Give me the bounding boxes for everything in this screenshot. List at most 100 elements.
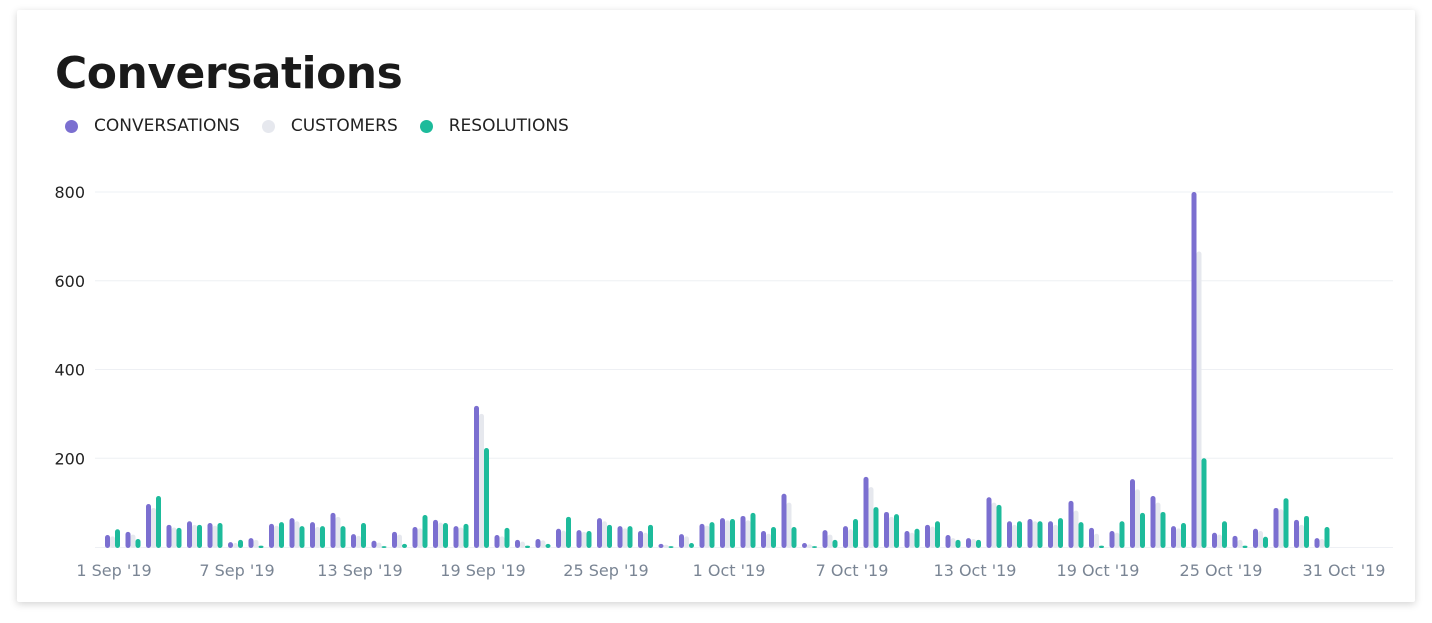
- bar-conversations: [1068, 500, 1074, 548]
- bar-resolutions: [832, 539, 838, 548]
- bar-customers: [1196, 251, 1202, 548]
- bar-conversations: [515, 539, 520, 548]
- bar-customers: [1278, 509, 1284, 548]
- bar-conversations: [925, 524, 930, 548]
- bar-resolutions: [1283, 498, 1289, 548]
- bar-resolutions: [1058, 518, 1063, 548]
- bar-customers: [827, 534, 833, 548]
- bar-resolutions: [730, 519, 735, 548]
- bar-customers: [438, 522, 443, 548]
- legend-label: CUSTOMERS: [290, 116, 398, 136]
- bar-resolutions: [1037, 521, 1043, 548]
- bar-customers: [868, 487, 874, 548]
- bar-customers: [991, 502, 997, 548]
- legend: CONVERSATIONS CUSTOMERS RESOLUTIONS: [65, 116, 569, 136]
- bar-resolutions: [545, 543, 551, 548]
- legend-item-resolutions[interactable]: RESOLUTIONS: [419, 116, 569, 136]
- bar-customers: [130, 534, 136, 548]
- bar-resolutions: [238, 539, 243, 548]
- bar-conversations: [761, 531, 766, 548]
- bar-conversations: [392, 531, 397, 548]
- bar-conversations: [269, 523, 274, 548]
- legend-item-conversations[interactable]: CONVERSATIONS: [65, 116, 240, 136]
- bar-resolutions: [1099, 545, 1104, 548]
- bar-conversations: [1273, 507, 1279, 548]
- bar-conversations: [904, 531, 910, 548]
- bar-conversations: [535, 539, 541, 548]
- bar-resolutions: [504, 527, 510, 548]
- bar-conversations: [453, 526, 459, 548]
- bar-resolutions: [1242, 545, 1248, 548]
- bar-conversations: [1027, 519, 1033, 548]
- legend-item-customers[interactable]: CUSTOMERS: [261, 116, 398, 136]
- bar-customers: [356, 535, 361, 548]
- bar-customers: [540, 540, 546, 548]
- bar-conversations: [412, 527, 418, 548]
- x-tick-label: 13 Oct '19: [934, 561, 1017, 580]
- bar-customers: [499, 536, 505, 548]
- bar-customers: [376, 542, 382, 548]
- bar-conversations: [1048, 521, 1053, 548]
- legend-label: CONVERSATIONS: [94, 116, 240, 136]
- bar-customers: [786, 502, 792, 548]
- x-tick-label: 7 Oct '19: [816, 561, 889, 580]
- bar-conversations: [617, 526, 623, 548]
- bar-conversations: [1294, 519, 1299, 548]
- bar-conversations: [105, 535, 110, 548]
- bar-customers: [930, 526, 935, 548]
- bar-conversations: [1130, 479, 1135, 548]
- bar-customers: [602, 521, 607, 548]
- bar-customers: [909, 532, 915, 548]
- bar-customers: [807, 544, 812, 548]
- bar-conversations: [1212, 532, 1217, 548]
- bar-conversations: [781, 493, 787, 548]
- bar-customers: [745, 520, 751, 548]
- bar-customers: [1094, 533, 1099, 548]
- bar-conversations: [679, 534, 684, 548]
- bar-customers: [315, 527, 320, 548]
- bar-resolutions: [853, 519, 858, 548]
- legend-dot-icon: [419, 119, 433, 133]
- bar-conversations: [863, 476, 869, 548]
- bar-resolutions: [340, 526, 346, 548]
- bar-conversations: [945, 535, 951, 548]
- bar-customers: [479, 413, 484, 548]
- bar-customers: [151, 507, 156, 548]
- bar-customers: [663, 544, 669, 548]
- bar-customers: [889, 516, 894, 548]
- bar-resolutions: [812, 546, 817, 548]
- bar-customers: [417, 528, 423, 548]
- bar-resolutions: [750, 512, 756, 548]
- bar-resolutions: [1017, 521, 1022, 548]
- bar-resolutions: [1160, 511, 1166, 548]
- bar-customers: [253, 539, 259, 548]
- bar-customers: [171, 527, 177, 548]
- bar-conversations: [884, 511, 889, 548]
- bar-customers: [950, 538, 956, 548]
- chart-title: Conversations: [55, 48, 403, 99]
- y-tick-label: 400: [54, 361, 85, 380]
- bar-conversations: [166, 524, 172, 548]
- bar-resolutions: [873, 507, 879, 548]
- bar-conversations: [1232, 535, 1238, 548]
- bar-resolutions: [1263, 536, 1268, 548]
- bar-resolutions: [156, 495, 161, 548]
- bar-resolutions: [422, 515, 428, 548]
- bar-resolutions: [955, 539, 961, 548]
- bar-customers: [1114, 532, 1120, 548]
- x-tick-label: 19 Oct '19: [1057, 561, 1140, 580]
- bar-conversations: [843, 526, 848, 548]
- bar-customers: [1237, 539, 1243, 548]
- bar-conversations: [699, 523, 705, 548]
- bar-customers: [1135, 489, 1140, 548]
- bar-conversations: [740, 515, 746, 548]
- bar-customers: [622, 528, 628, 548]
- bar-resolutions: [791, 527, 797, 548]
- bar-resolutions: [484, 448, 489, 548]
- bar-resolutions: [1222, 521, 1227, 548]
- bar-conversations: [351, 534, 356, 548]
- x-tick-label: 1 Sep '19: [76, 561, 151, 580]
- bar-conversations: [289, 518, 295, 548]
- bar-conversations: [802, 543, 807, 548]
